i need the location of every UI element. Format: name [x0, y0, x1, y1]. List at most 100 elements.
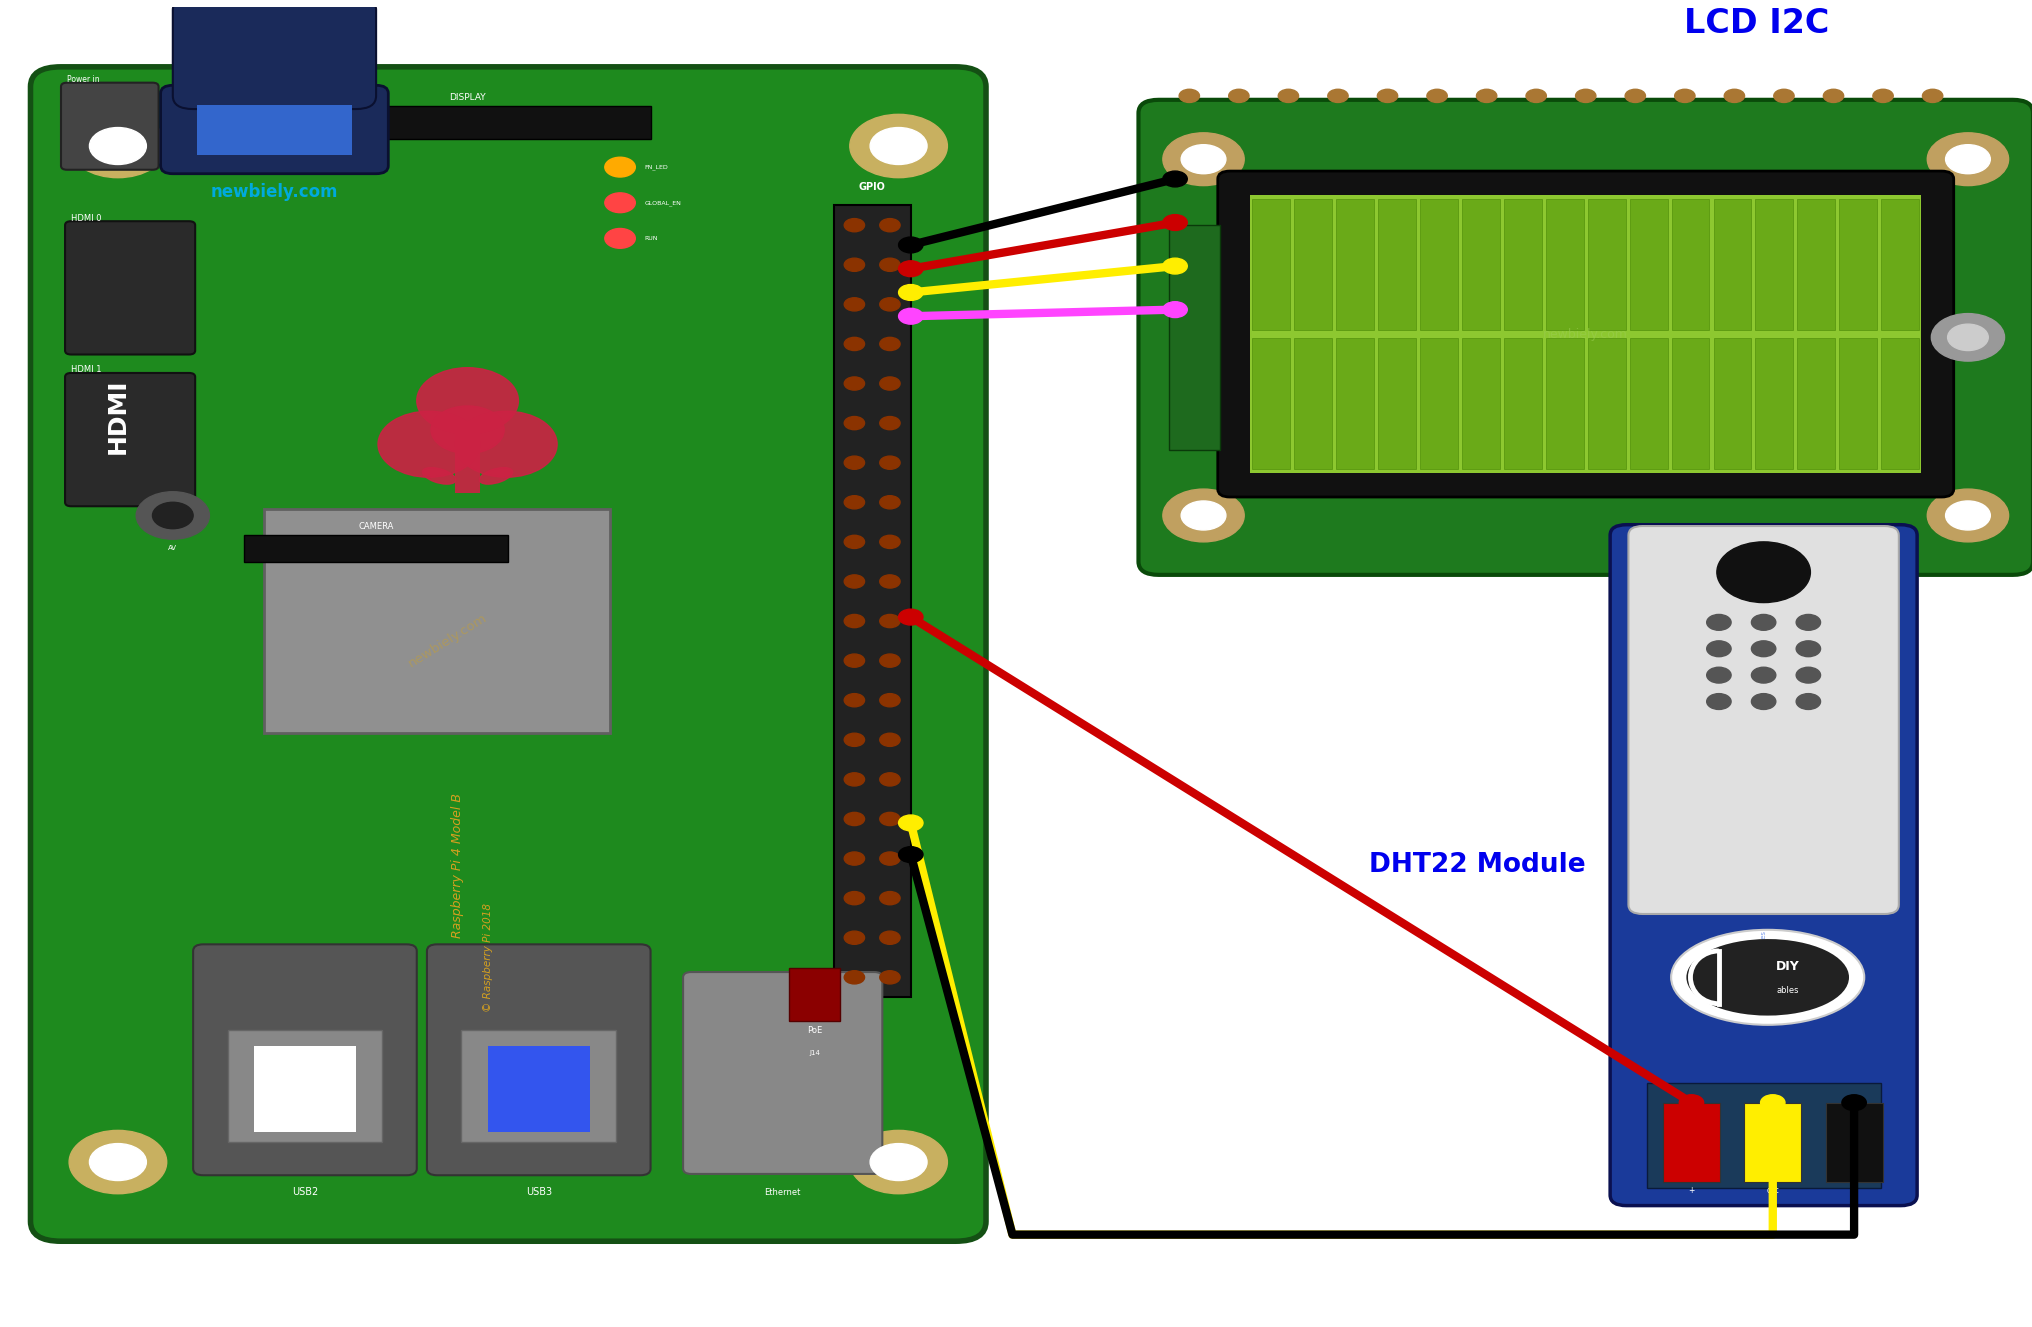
Text: Raspberry Pi 4 Model B: Raspberry Pi 4 Model B — [451, 792, 463, 938]
Circle shape — [880, 694, 900, 707]
Circle shape — [69, 114, 167, 178]
Circle shape — [1723, 89, 1743, 102]
Circle shape — [1871, 89, 1892, 102]
Text: GLOBAL_EN: GLOBAL_EN — [644, 200, 681, 206]
Bar — [1825, 1103, 1882, 1182]
Circle shape — [880, 932, 900, 945]
Circle shape — [89, 127, 146, 165]
Circle shape — [1164, 303, 1185, 316]
Text: HDMI 0: HDMI 0 — [71, 214, 102, 223]
Circle shape — [1164, 260, 1185, 272]
Circle shape — [1426, 89, 1447, 102]
Circle shape — [1752, 641, 1776, 657]
Circle shape — [870, 127, 927, 165]
Circle shape — [1796, 667, 1821, 683]
Text: CAMERA: CAMERA — [358, 523, 394, 531]
FancyBboxPatch shape — [683, 973, 882, 1174]
Bar — [1839, 199, 1876, 330]
Bar — [1418, 199, 1457, 330]
Bar — [1713, 338, 1750, 470]
Bar — [228, 1030, 382, 1143]
Circle shape — [152, 503, 193, 528]
Bar — [1796, 338, 1835, 470]
Circle shape — [1926, 133, 2008, 186]
Circle shape — [89, 1144, 146, 1181]
Bar — [264, 508, 610, 734]
FancyBboxPatch shape — [1628, 525, 1898, 914]
Bar — [1544, 199, 1583, 330]
Bar — [1294, 199, 1331, 330]
Circle shape — [1179, 89, 1199, 102]
Bar — [1670, 338, 1709, 470]
Circle shape — [1926, 490, 2008, 541]
Circle shape — [1678, 1095, 1703, 1111]
Circle shape — [1162, 215, 1187, 231]
Circle shape — [1930, 313, 2004, 361]
Circle shape — [843, 852, 864, 865]
Text: AV: AV — [169, 544, 177, 551]
Circle shape — [455, 411, 557, 478]
Circle shape — [1760, 1095, 1784, 1111]
Circle shape — [417, 368, 518, 434]
Circle shape — [880, 654, 900, 667]
Circle shape — [898, 284, 923, 300]
Circle shape — [1162, 301, 1187, 317]
Bar — [1461, 338, 1500, 470]
Circle shape — [843, 535, 864, 548]
Bar — [1646, 1083, 1880, 1189]
Bar — [1880, 199, 1918, 330]
Bar — [1839, 338, 1876, 470]
Circle shape — [880, 575, 900, 588]
Circle shape — [606, 192, 636, 212]
Circle shape — [1841, 1095, 1865, 1111]
Circle shape — [843, 259, 864, 271]
Circle shape — [1181, 502, 1225, 529]
FancyBboxPatch shape — [65, 373, 195, 506]
Text: HDMI 1: HDMI 1 — [71, 365, 102, 374]
Circle shape — [880, 337, 900, 350]
Circle shape — [880, 219, 900, 232]
Circle shape — [898, 261, 923, 276]
Bar — [833, 206, 910, 997]
Text: +: + — [1687, 1186, 1695, 1194]
Circle shape — [898, 609, 923, 625]
Text: newbiely.com: newbiely.com — [211, 183, 337, 200]
Circle shape — [1162, 171, 1187, 187]
Circle shape — [880, 852, 900, 865]
Text: out: out — [1766, 1186, 1778, 1194]
Circle shape — [1162, 259, 1187, 273]
FancyBboxPatch shape — [427, 945, 650, 1176]
Text: RUN: RUN — [644, 236, 658, 242]
Bar — [1335, 338, 1374, 470]
Circle shape — [843, 297, 864, 311]
Ellipse shape — [1687, 940, 1849, 1015]
Circle shape — [1947, 324, 1987, 350]
FancyBboxPatch shape — [1609, 524, 1916, 1206]
Bar — [1756, 338, 1792, 470]
Circle shape — [843, 496, 864, 508]
Circle shape — [1705, 641, 1731, 657]
Text: USB2: USB2 — [293, 1188, 317, 1197]
Circle shape — [136, 492, 209, 539]
Circle shape — [880, 417, 900, 430]
Bar — [1378, 338, 1414, 470]
Text: FN_LED: FN_LED — [644, 165, 669, 170]
Circle shape — [1705, 694, 1731, 710]
Bar — [1587, 338, 1626, 470]
Circle shape — [843, 772, 864, 786]
Circle shape — [849, 1131, 947, 1194]
Circle shape — [431, 406, 504, 454]
Text: DIY: DIY — [1776, 961, 1798, 973]
Text: -: - — [1851, 1186, 1855, 1194]
Bar — [1335, 199, 1374, 330]
Circle shape — [880, 971, 900, 983]
Bar — [1504, 338, 1540, 470]
Circle shape — [843, 377, 864, 390]
Circle shape — [1772, 89, 1794, 102]
Ellipse shape — [1670, 930, 1863, 1024]
Circle shape — [1945, 502, 1989, 529]
Text: J14: J14 — [809, 1050, 821, 1056]
Circle shape — [1162, 133, 1244, 186]
FancyBboxPatch shape — [61, 82, 158, 170]
Circle shape — [606, 157, 636, 176]
